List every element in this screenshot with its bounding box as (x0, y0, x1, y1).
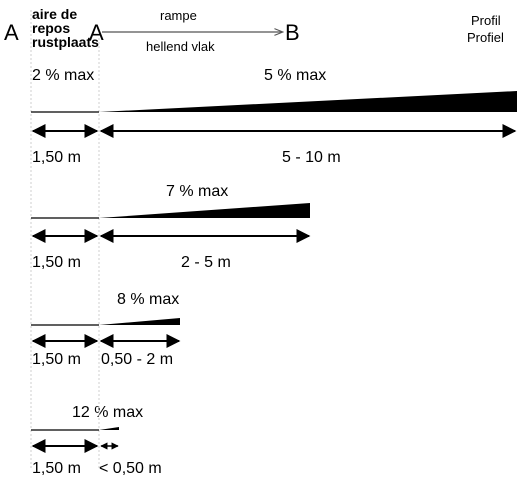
point-a-left-label: A (4, 20, 19, 45)
rest-area-label-nl: rustplaats (32, 34, 99, 50)
row1-ramp-length-label: 5 - 10 m (282, 149, 341, 166)
profile-label-fr: Profil (471, 13, 501, 28)
row1-landing-length-label: 1,50 m (32, 149, 81, 166)
rest-area-label-fr-1: aire de (32, 6, 78, 22)
rest-area-label-fr-2: repos (32, 20, 71, 36)
point-a-right-label: A (89, 20, 104, 45)
row1-slope-label: 5 % max (264, 67, 327, 84)
row3-ramp-wedge (99, 318, 180, 325)
row3-slope-label: 8 % max (117, 291, 180, 308)
row3-ramp-length-label: 0,50 - 2 m (101, 351, 174, 368)
row2-landing-length-label: 1,50 m (32, 254, 81, 271)
row2-ramp-wedge (99, 203, 310, 218)
row2-slope-label: 7 % max (166, 183, 229, 200)
row3-landing-length-label: 1,50 m (32, 351, 81, 368)
row2-ramp-length-label: 2 - 5 m (181, 254, 231, 271)
row4-landing-length-label: 1,50 m (32, 460, 81, 477)
row1-ramp-wedge (99, 91, 517, 112)
ramp-label-fr: rampe (160, 8, 197, 23)
point-b-label: B (285, 20, 300, 45)
row4-ramp-length-label: < 0,50 m (99, 460, 162, 477)
profile-label-nl: Profiel (467, 30, 504, 45)
row4-slope-label: 12 % max (72, 404, 144, 421)
row4-ramp-wedge (99, 427, 119, 430)
ramp-label-nl: hellend vlak (146, 39, 215, 54)
landing-slope-label: 2 % max (32, 67, 95, 84)
